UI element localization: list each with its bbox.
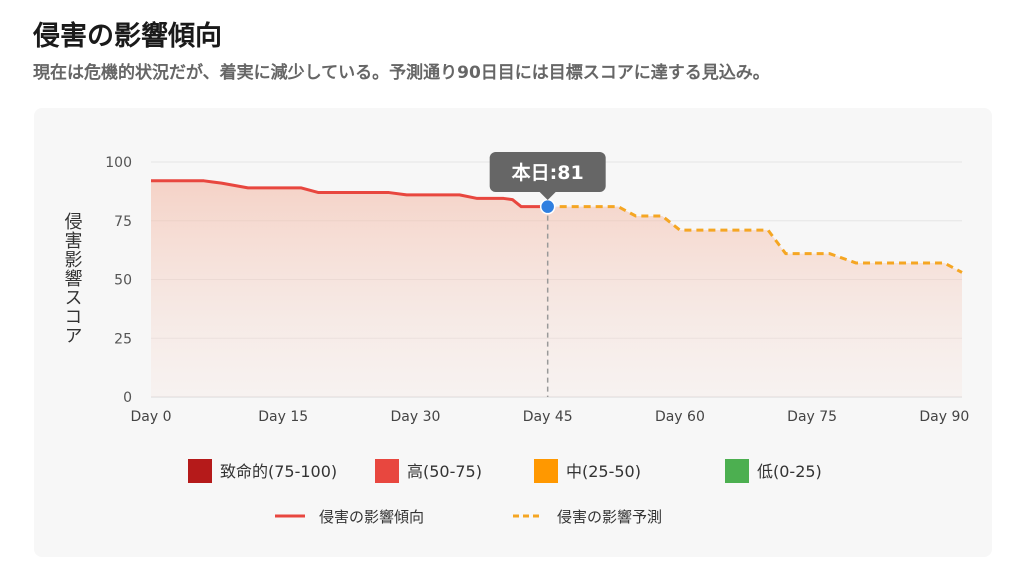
- impact-area: [151, 180, 962, 397]
- severity-swatch: [375, 459, 399, 483]
- severity-swatch: [534, 459, 558, 483]
- line-legend-item[interactable]: 侵害の影響傾向: [275, 508, 424, 526]
- x-tick-label: Day 15: [258, 409, 308, 425]
- line-legend-item[interactable]: 侵害の影響予測: [513, 508, 662, 526]
- chart-card: 0 25 50 75 100 Day 0 Day 15 Day 30 Day 45 Day 60 D…: [34, 108, 992, 557]
- severity-legend-item[interactable]: 低(0-25): [725, 459, 822, 483]
- line-legend-label: 侵害の影響傾向: [319, 508, 424, 526]
- x-tick-label: Day 45: [523, 409, 573, 425]
- severity-label: 高(50-75): [407, 462, 482, 481]
- y-tick-label: 100: [105, 155, 132, 171]
- today-tooltip-pointer: [539, 192, 556, 200]
- severity-label: 致命的(75-100): [220, 462, 337, 481]
- y-axis-label: 侵害影響スコア: [62, 212, 83, 345]
- trend-chart: 0 25 50 75 100 Day 0 Day 15 Day 30 Day 45 Day 60 D…: [62, 152, 969, 526]
- y-tick-label: 25: [114, 331, 132, 347]
- y-tick-label: 50: [114, 273, 132, 289]
- x-tick-label: Day 75: [787, 409, 837, 425]
- x-tick-label: Day 90: [919, 409, 969, 425]
- y-tick-label: 0: [123, 390, 132, 406]
- severity-swatch: [188, 459, 212, 483]
- severity-legend-item[interactable]: 高(50-75): [375, 459, 482, 483]
- x-tick-label: Day 60: [655, 409, 705, 425]
- page-subtitle: 現在は危機的状況だが、着実に減少している。予測通り90日目には目標スコアに達する…: [33, 63, 770, 83]
- today-tooltip-box: [489, 152, 606, 192]
- page-title: 侵害の影響傾向: [33, 21, 222, 52]
- severity-swatch: [725, 459, 749, 483]
- severity-label: 低(0-25): [757, 462, 822, 481]
- x-tick-label: Day 0: [130, 409, 171, 425]
- y-tick-label: 75: [114, 214, 132, 230]
- severity-label: 中(25-50): [566, 462, 641, 481]
- today-point[interactable]: [539, 198, 556, 215]
- trend-line: [151, 179, 548, 209]
- x-tick-label: Day 30: [390, 409, 440, 425]
- severity-legend-item[interactable]: 中(25-50): [534, 459, 641, 483]
- line-legend-label: 侵害の影響予測: [557, 508, 662, 526]
- today-tooltip-label: 本日:81: [512, 161, 584, 184]
- severity-legend-item[interactable]: 致命的(75-100): [188, 459, 337, 483]
